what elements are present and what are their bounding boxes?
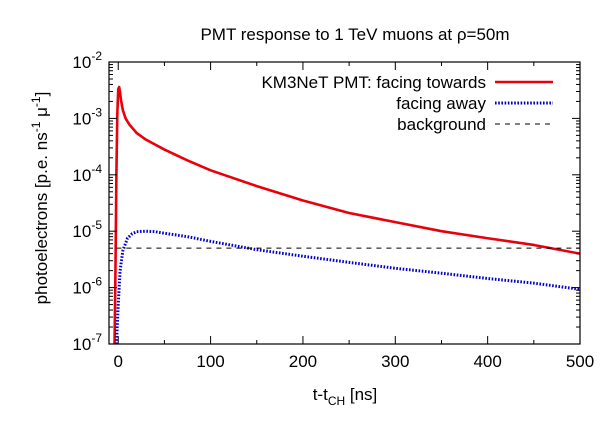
legend-label-2: background [397,115,486,134]
series-layer [113,85,580,344]
series-line-1 [114,229,580,344]
y-tick-label: 10-3 [72,105,102,128]
y-axis-label: photoelectrons [p.e. ns-1 μ-1] [29,92,51,305]
y-tick-label-exp: -7 [91,331,102,345]
y-tick-label-base: 10 [72,53,91,72]
y-tick-label-base: 10 [72,335,91,354]
y-tick-label: 10-6 [72,275,102,298]
y-tick-label-base: 10 [72,109,91,128]
legend: KM3NeT PMT: facing towards facing away bac… [261,73,553,134]
x-tick-label: 0 [114,352,123,371]
y-tick-label-exp: -5 [91,218,102,232]
y-tick-label: 10-4 [72,162,102,185]
y-tick-label-base: 10 [72,222,91,241]
y-tick-label: 10-7 [72,331,102,354]
y-tick-label-exp: -2 [91,49,102,63]
y-axis-label-prefix: photoelectrons [p.e. ns [32,132,51,304]
x-tick-label: 500 [566,352,594,371]
y-tick-label: 10-5 [72,218,102,241]
y-tick-label-base: 10 [72,279,91,298]
x-tick-label: 100 [196,352,224,371]
y-tick-label-exp: -3 [91,105,102,119]
y-axis-label-sup1: -1 [29,121,43,132]
y-tick-label-exp: -4 [91,162,102,176]
x-axis-label: t-tCH [ns] [313,385,378,408]
x-axis-label-unit: [ns] [345,385,377,404]
legend-label-0: KM3NeT PMT: facing towards [261,73,486,92]
legend-label-1: facing away [396,94,486,113]
y-axis-label-mid: μ [32,107,51,122]
x-tick-label: 200 [289,352,317,371]
series-line-0 [113,85,580,344]
y-axis-label-suffix: ] [32,92,51,97]
x-axis-label-sub: CH [328,394,345,408]
plot-frame [108,61,581,345]
y-tick-label-base: 10 [72,166,91,185]
x-tick-label: 300 [381,352,409,371]
x-tick-label: 400 [473,352,501,371]
y-tick-label: 10-2 [72,49,102,72]
y-tick-label-exp: -6 [91,275,102,289]
y-axis-label-sup2: -1 [29,96,43,107]
chart-title: PMT response to 1 TeV muons at ρ=50m [200,25,509,44]
x-axis-label-base: t-t [313,385,328,404]
axes [108,61,581,345]
